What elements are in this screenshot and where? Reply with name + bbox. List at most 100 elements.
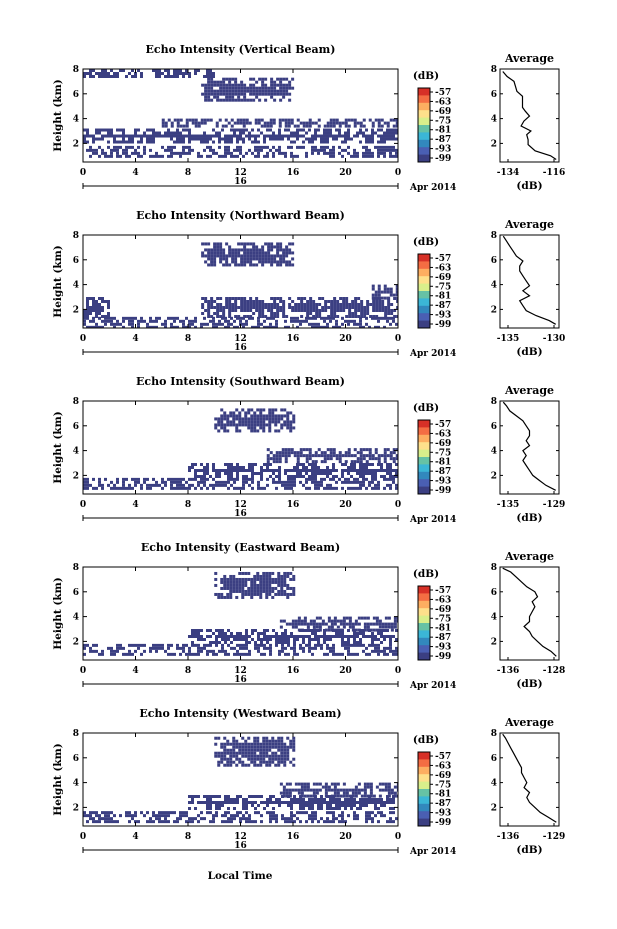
echo-cell — [200, 638, 203, 641]
echo-cell — [261, 260, 265, 264]
echo-cell — [273, 254, 277, 258]
colorbar-unit: (dB) — [413, 402, 439, 414]
echo-cell — [356, 801, 359, 804]
echo-cell — [188, 635, 191, 638]
echo-cell — [206, 635, 209, 638]
echo-cell — [380, 814, 383, 818]
echo-cell — [207, 248, 211, 252]
echo-cell — [155, 814, 158, 818]
echo-cell — [210, 260, 214, 264]
echo-cell — [345, 306, 349, 309]
echo-cell — [368, 134, 371, 138]
echo-cell — [285, 77, 289, 81]
echo-cell — [311, 638, 314, 641]
echo-cell — [341, 154, 344, 158]
echo-cell — [312, 306, 316, 309]
echo-cell — [245, 134, 248, 138]
echo-cell — [329, 451, 333, 455]
echo-cell — [210, 80, 214, 84]
echo-cell — [269, 652, 272, 656]
echo-cell — [280, 739, 284, 743]
echo-cell — [335, 801, 338, 804]
colorbar-swatch — [418, 313, 430, 322]
echo-cell — [302, 145, 305, 149]
echo-cell — [296, 319, 299, 323]
echo-cell — [281, 635, 284, 638]
average-y-tick-label: 6 — [491, 256, 497, 266]
echo-cell — [239, 635, 242, 638]
echo-cell — [368, 325, 371, 328]
echo-cell — [232, 577, 236, 581]
echo-cell — [266, 124, 270, 128]
echo-cell — [347, 451, 351, 455]
echo-cell — [314, 477, 317, 481]
echo-cell — [329, 118, 333, 122]
echo-cell — [236, 121, 240, 125]
echo-cell — [230, 472, 233, 475]
echo-cell — [191, 118, 195, 122]
panel-1: Echo Intensity (Vertical Beam)2468Height… — [52, 43, 565, 193]
echo-cell — [222, 312, 226, 315]
echo-cell — [241, 595, 245, 599]
echo-cell — [395, 486, 398, 490]
echo-cell — [283, 414, 287, 418]
echo-cell — [347, 814, 350, 818]
echo-cell — [383, 804, 386, 807]
echo-cell — [383, 296, 387, 300]
echo-cell — [375, 306, 379, 309]
y-tick-label: 6 — [73, 422, 79, 432]
echo-cell — [222, 251, 226, 255]
echo-cell — [353, 118, 357, 122]
echo-cell — [386, 134, 389, 138]
echo-cell — [203, 643, 206, 647]
echo-cell — [283, 745, 287, 749]
echo-cell — [176, 817, 179, 821]
echo-cell — [296, 316, 299, 320]
echo-cell — [306, 622, 310, 626]
echo-cell — [377, 290, 381, 294]
echo-cell — [206, 145, 209, 149]
echo-cell — [194, 475, 197, 478]
echo-cell — [362, 643, 365, 647]
echo-cell — [341, 454, 345, 458]
echo-cell — [242, 643, 245, 647]
echo-cell — [240, 80, 244, 84]
echo-cell — [314, 451, 318, 455]
echo-cell — [365, 817, 368, 821]
echo-cell — [206, 322, 209, 326]
echo-cell — [296, 124, 300, 128]
echo-cell — [341, 817, 344, 821]
echo-cell — [377, 486, 380, 490]
echo-cell — [359, 469, 362, 472]
echo-cell — [396, 785, 398, 789]
echo-cell — [276, 263, 280, 267]
echo-cell — [209, 641, 212, 644]
echo-cell — [335, 798, 338, 801]
echo-cell — [251, 486, 254, 490]
y-axis-label: Height (km) — [52, 743, 64, 815]
echo-cell — [89, 814, 92, 818]
echo-cell — [236, 463, 239, 466]
echo-cell — [312, 300, 316, 303]
echo-cell — [246, 242, 250, 246]
echo-cell — [223, 574, 227, 578]
echo-cell — [314, 148, 317, 152]
echo-cell — [268, 757, 272, 761]
echo-cell — [359, 316, 362, 320]
echo-cell — [383, 145, 386, 149]
average-y-tick-label: 8 — [491, 729, 497, 739]
x-tick-label: 8 — [185, 832, 191, 842]
echo-cell — [247, 589, 251, 593]
echo-cell — [212, 801, 215, 804]
echo-cell — [392, 649, 395, 653]
echo-cell — [314, 469, 317, 472]
echo-cell — [305, 820, 308, 824]
echo-cell — [338, 325, 341, 328]
echo-cell — [362, 632, 365, 635]
colorbar-tick-label: -75 — [435, 614, 451, 624]
panel-title: Echo Intensity (Vertical Beam) — [145, 43, 335, 56]
echo-cell — [248, 483, 251, 487]
echo-cell — [365, 448, 369, 452]
echo-cell — [210, 251, 214, 255]
echo-cell — [371, 454, 375, 458]
